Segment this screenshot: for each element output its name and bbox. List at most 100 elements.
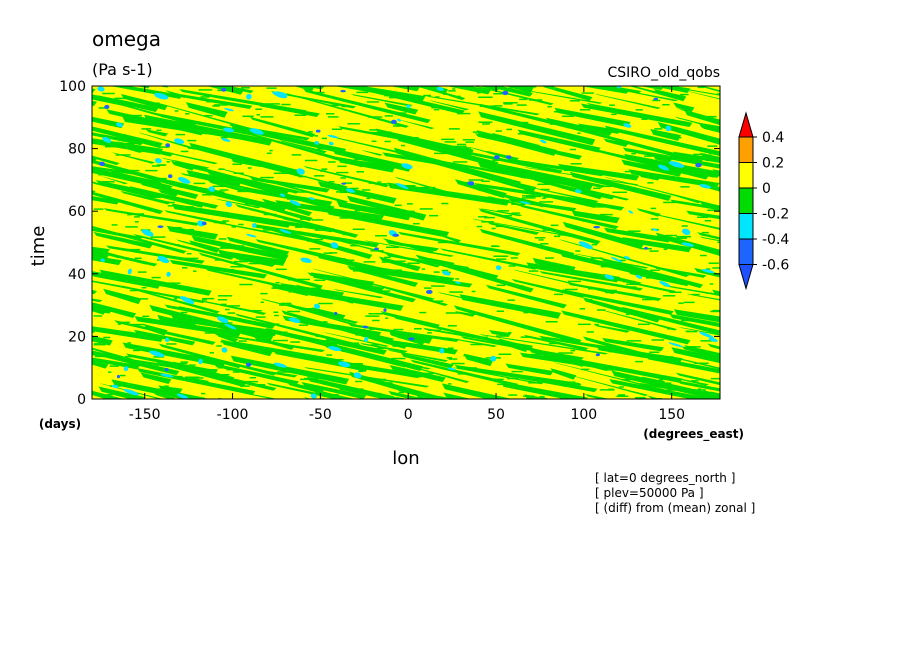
negative-omega-dash xyxy=(296,278,310,281)
negative-omega-streak xyxy=(459,294,562,319)
negative-omega-streak xyxy=(216,375,245,387)
negative-omega-dash xyxy=(393,328,404,331)
negative-omega-dash xyxy=(226,305,240,307)
negative-omega-dash xyxy=(374,183,388,185)
negative-omega-dash xyxy=(701,231,709,234)
negative-omega-dash xyxy=(150,236,166,238)
strong-ascent-patch xyxy=(436,86,444,91)
negative-omega-streak xyxy=(380,311,440,329)
strong-ascent-patch xyxy=(442,270,451,276)
strong-ascent-patch xyxy=(327,134,339,139)
negative-omega-dash xyxy=(317,381,323,383)
negative-omega-dash xyxy=(719,95,720,97)
negative-omega-dash xyxy=(381,286,386,289)
negative-omega-dash xyxy=(372,319,380,322)
negative-omega-dash xyxy=(586,331,594,333)
negative-omega-dash xyxy=(163,201,170,204)
colorbar-box xyxy=(738,136,754,163)
negative-omega-dash xyxy=(650,269,660,272)
negative-omega-dash xyxy=(381,261,389,263)
negative-omega-dash xyxy=(131,323,145,326)
negative-omega-dash xyxy=(146,182,153,184)
negative-omega-streak xyxy=(440,248,538,270)
strong-ascent-patch xyxy=(116,122,124,128)
negative-omega-streak xyxy=(479,103,599,136)
negative-omega-dash xyxy=(117,323,121,325)
negative-omega-dash xyxy=(681,132,693,135)
negative-omega-dash xyxy=(368,116,383,118)
negative-omega-dash xyxy=(248,309,262,312)
negative-omega-dash xyxy=(321,168,328,170)
negative-omega-streak xyxy=(712,289,720,297)
negative-omega-dash xyxy=(187,356,199,358)
negative-omega-streak xyxy=(92,159,185,189)
negative-omega-dash xyxy=(697,86,705,89)
very-strong-ascent-speck xyxy=(383,308,387,312)
negative-omega-streak xyxy=(453,305,582,345)
negative-omega-dash xyxy=(286,247,297,250)
x-tick-label: 50 xyxy=(487,407,505,423)
strong-ascent-patch xyxy=(604,274,615,280)
negative-omega-streak xyxy=(92,157,98,164)
negative-omega-streak xyxy=(523,189,598,208)
negative-omega-dash xyxy=(212,185,228,188)
strong-ascent-patch xyxy=(111,384,119,389)
negative-omega-dash xyxy=(601,195,609,198)
negative-omega-dash xyxy=(151,276,161,279)
negative-omega-dash xyxy=(313,238,323,241)
very-strong-ascent-speck xyxy=(653,97,659,101)
negative-omega-streak xyxy=(382,359,431,370)
negative-omega-streak xyxy=(512,87,603,104)
negative-omega-dash xyxy=(225,308,230,311)
negative-omega-streak xyxy=(286,286,404,311)
negative-omega-streak xyxy=(352,263,455,282)
negative-omega-dash xyxy=(697,388,702,390)
very-strong-ascent-speck xyxy=(340,89,346,93)
negative-omega-dash xyxy=(216,345,222,347)
negative-omega-dash xyxy=(648,163,654,165)
negative-omega-streak xyxy=(746,77,796,90)
negative-omega-dash xyxy=(579,109,591,111)
negative-omega-streak xyxy=(561,310,635,331)
negative-omega-dash xyxy=(314,279,326,282)
negative-omega-dash xyxy=(206,100,218,103)
negative-omega-dash xyxy=(510,257,518,259)
negative-omega-dash xyxy=(650,207,656,210)
negative-omega-streak xyxy=(470,147,542,168)
negative-omega-dash xyxy=(496,284,506,287)
negative-omega-streak xyxy=(622,147,720,169)
negative-omega-dash xyxy=(494,380,502,383)
negative-omega-streak xyxy=(187,64,244,81)
strong-ascent-patch xyxy=(699,184,712,189)
very-strong-ascent-speck xyxy=(644,246,648,250)
strong-ascent-patch xyxy=(651,228,659,232)
negative-omega-dash xyxy=(431,285,445,287)
negative-omega-dash xyxy=(221,373,230,376)
negative-omega-dash xyxy=(141,128,152,130)
negative-omega-dash xyxy=(120,374,126,377)
negative-omega-streak xyxy=(542,86,593,101)
negative-omega-dash xyxy=(534,237,546,239)
negative-omega-dash xyxy=(233,319,245,321)
strong-ascent-patch xyxy=(273,362,287,368)
negative-omega-dash xyxy=(271,287,286,289)
negative-omega-dash xyxy=(156,177,167,180)
negative-omega-streak xyxy=(636,208,661,217)
negative-omega-dash xyxy=(188,364,196,366)
negative-omega-dash xyxy=(427,332,432,334)
y-axis: 0 20 40 60 80 100 xyxy=(59,79,720,408)
negative-omega-dash xyxy=(280,302,292,305)
negative-omega-dash xyxy=(200,392,206,395)
strong-ascent-patch xyxy=(176,393,189,399)
very-strong-ascent-speck xyxy=(391,119,397,125)
negative-omega-streak xyxy=(388,390,426,399)
negative-omega-dash xyxy=(616,395,629,398)
negative-omega-dash xyxy=(692,293,700,296)
negative-omega-dash xyxy=(239,385,250,387)
strong-ascent-patch xyxy=(681,242,695,247)
negative-omega-dash xyxy=(650,218,659,220)
negative-omega-dash xyxy=(365,131,380,134)
negative-omega-streak xyxy=(642,376,666,387)
negative-omega-dash xyxy=(172,375,183,378)
negative-omega-dash xyxy=(451,362,465,365)
